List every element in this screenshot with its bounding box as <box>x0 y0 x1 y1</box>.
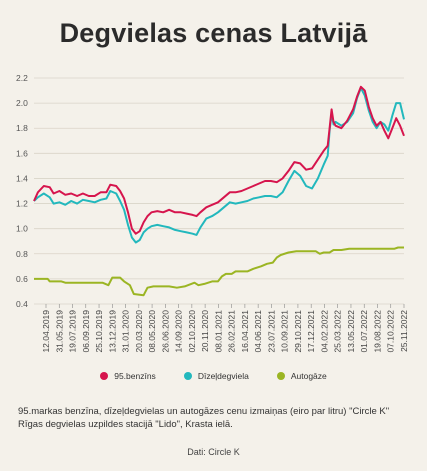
series-line-0 <box>33 85 405 235</box>
series-line-2 <box>34 246 404 297</box>
legend-swatch <box>276 372 285 380</box>
x-tick-label: 19.08.2022 <box>372 310 382 353</box>
legend-swatch <box>100 372 109 380</box>
x-tick-label: 26.06.2020 <box>160 310 170 353</box>
x-tick-label: 08.05.2020 <box>147 310 157 353</box>
series-lines <box>33 85 405 297</box>
y-tick-label: 0.4 <box>16 299 28 309</box>
x-tick-label: 12.04.2019 <box>41 310 51 353</box>
x-tick-label: 04.02.2022 <box>319 310 329 353</box>
x-tick-label: 25.11.2022 <box>399 310 409 352</box>
legend-item-benzins: 95.benzīns <box>100 371 156 381</box>
legend-label: Dīzeļdegviela <box>197 371 249 381</box>
x-tick-label: 04.06.2021 <box>253 310 263 353</box>
x-axis: 12.04.2019 31.05.2019 19.07.2019 06.09.2019… <box>41 304 409 353</box>
legend-swatch <box>183 372 192 380</box>
y-tick-label: 2.0 <box>16 98 28 108</box>
x-tick-label: 20.11.2020 <box>200 310 210 352</box>
y-tick-label: 1.6 <box>16 148 28 158</box>
series-line-1 <box>33 87 405 244</box>
x-tick-label: 08.01.2021 <box>213 310 223 353</box>
x-tick-label: 25.10.2019 <box>94 310 104 353</box>
x-tick-label: 14.09.2020 <box>174 310 184 353</box>
x-tick-label: 06.09.2019 <box>81 310 91 353</box>
chart-caption: 95.markas benzīna, dīzeļdegvielas un aut… <box>18 406 390 430</box>
x-tick-label: 02.10.2020 <box>187 310 197 353</box>
x-tick-label: 01.07.2022 <box>359 310 369 353</box>
legend-item-autogaze: Autogāze <box>276 371 327 381</box>
legend-label: 95.benzīns <box>114 371 156 381</box>
x-tick-label: 13.12.2019 <box>107 310 117 353</box>
price-chart: 0.4 0.6 0.8 1.0 1.2 1.4 1.6 1.8 2.0 2.2 12.04.201… <box>16 73 409 353</box>
y-tick-label: 1.0 <box>16 224 28 234</box>
chart-title: Degvielas cenas Latvijā <box>59 18 368 48</box>
x-tick-label: 13.05.2022 <box>346 310 356 353</box>
legend-label: Autogāze <box>290 371 327 381</box>
x-tick-label: 31.05.2019 <box>54 310 64 353</box>
y-axis: 0.4 0.6 0.8 1.0 1.2 1.4 1.6 1.8 2.0 2.2 <box>16 73 28 309</box>
x-tick-label: 19.07.2019 <box>68 310 78 353</box>
x-tick-label: 23.07.2021 <box>266 310 276 353</box>
x-tick-label: 26.02.2021 <box>227 310 237 353</box>
legend: 95.benzīns Dīzeļdegviela Autogāze <box>0 371 427 381</box>
y-tick-label: 1.2 <box>16 199 28 209</box>
x-tick-label: 17.12.2021 <box>306 310 316 353</box>
data-source: Dati: Circle K <box>187 447 240 457</box>
x-tick-label: 20.03.2020 <box>134 310 144 353</box>
x-tick-label: 25.03.2022 <box>333 310 343 353</box>
x-tick-label: 07.10.2022 <box>386 310 396 353</box>
legend-item-dizeldegviela: Dīzeļdegviela <box>183 371 249 381</box>
y-tick-label: 0.8 <box>16 249 28 259</box>
x-tick-label: 29.10.2021 <box>293 310 303 353</box>
x-tick-label: 31.01.2020 <box>121 310 131 353</box>
y-tick-label: 0.6 <box>16 274 28 284</box>
x-tick-label: 16.04.2021 <box>240 310 250 353</box>
grid <box>34 77 404 305</box>
y-tick-label: 1.4 <box>16 173 28 183</box>
x-tick-label: 10.09.2021 <box>280 310 290 353</box>
y-tick-label: 2.2 <box>16 73 28 83</box>
y-tick-label: 1.8 <box>16 123 28 133</box>
